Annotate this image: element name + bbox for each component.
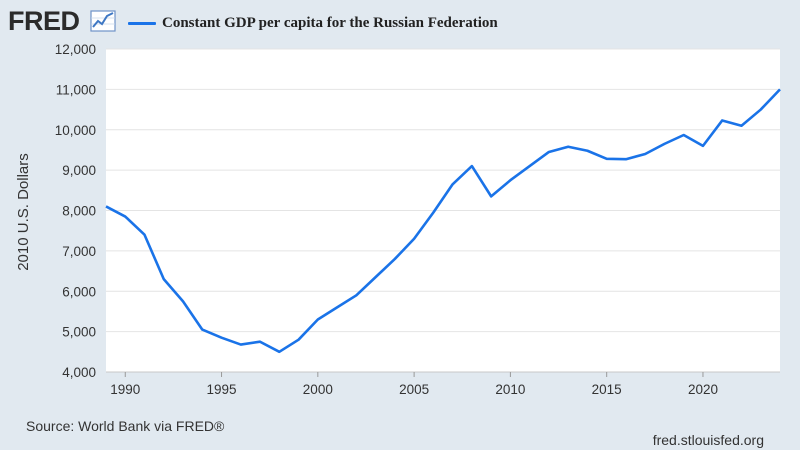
y-tick-label: 9,000 — [62, 163, 96, 178]
y-axis-label: 2010 U.S. Dollars — [15, 153, 32, 271]
y-tick-label: 8,000 — [62, 204, 96, 219]
x-tick-label: 1990 — [110, 382, 140, 397]
series-line[interactable] — [105, 88, 781, 354]
x-tick-label: 2000 — [303, 382, 333, 397]
y-tick-label: 4,000 — [62, 365, 96, 380]
chart-header: FRED Constant GDP per capita for the Rus… — [8, 6, 788, 36]
fred-logo[interactable]: FRED — [8, 6, 80, 36]
x-tick-label: 2020 — [688, 382, 718, 397]
y-axis-ticks: 4,000 5,000 6,000 7,000 8,000 9,000 10,000 11,0… — [55, 42, 96, 380]
site-link[interactable]: fred.stlouisfed.org — [652, 432, 764, 448]
trend-line-icon — [90, 10, 116, 32]
legend-label: Constant GDP per capita for the Russian … — [162, 15, 498, 31]
source-note: Source: World Bank via FRED® — [26, 418, 225, 434]
y-tick-label: 12,000 — [55, 42, 96, 57]
x-axis-ticks: 1990 1995 2000 2005 2010 2015 2020 — [110, 372, 718, 397]
x-tick-label: 2005 — [399, 382, 429, 397]
series-group — [105, 88, 781, 354]
x-tick-label: 2010 — [495, 382, 525, 397]
y-tick-label: 5,000 — [62, 325, 96, 340]
x-tick-label: 2015 — [592, 382, 622, 397]
y-tick-label: 11,000 — [56, 82, 96, 97]
y-tick-label: 6,000 — [62, 284, 96, 299]
gridlines — [106, 48, 780, 373]
y-tick-label: 10,000 — [55, 123, 96, 138]
legend-line-marker — [128, 22, 156, 25]
y-tick-label: 7,000 — [62, 244, 96, 259]
x-tick-label: 1995 — [207, 382, 237, 397]
